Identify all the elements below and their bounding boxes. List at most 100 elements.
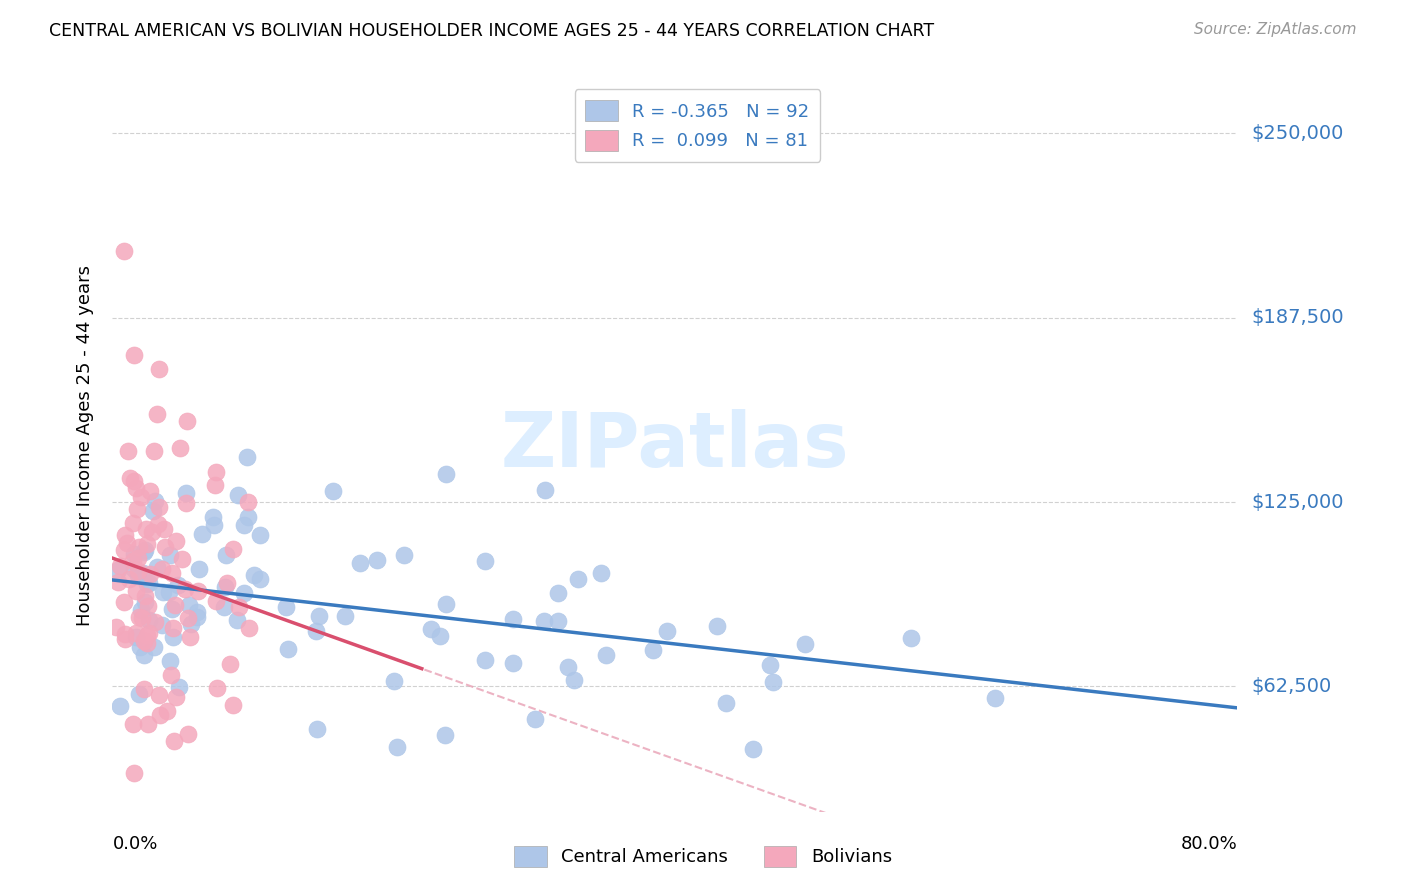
Legend: Central Americans, Bolivians: Central Americans, Bolivians <box>506 838 900 874</box>
Point <box>179 630 201 644</box>
Point <box>238 621 260 635</box>
Point <box>122 554 145 568</box>
Point <box>419 622 441 636</box>
Point <box>163 734 186 748</box>
Point <box>136 717 159 731</box>
Legend: R = -0.365   N = 92, R =  0.099   N = 81: R = -0.365 N = 92, R = 0.099 N = 81 <box>575 89 820 161</box>
Point <box>143 494 166 508</box>
Point <box>150 617 173 632</box>
Point <box>127 551 149 566</box>
Point <box>159 548 181 562</box>
Point <box>149 707 172 722</box>
Point <box>139 483 162 498</box>
Point <box>392 549 415 563</box>
Point <box>143 615 166 629</box>
Point <box>277 642 299 657</box>
Point <box>655 624 678 638</box>
Point <box>157 585 180 599</box>
Point <box>139 566 162 581</box>
Point <box>212 600 235 615</box>
Point <box>159 654 181 668</box>
Point <box>226 488 249 502</box>
Point <box>150 562 173 576</box>
Point <box>762 675 785 690</box>
Point <box>219 657 242 672</box>
Point <box>236 450 259 464</box>
Point <box>174 496 197 510</box>
Point <box>108 699 131 714</box>
Point <box>983 691 1005 706</box>
Point <box>122 765 145 780</box>
Point <box>153 522 176 536</box>
Text: ZIPatlas: ZIPatlas <box>501 409 849 483</box>
Text: CENTRAL AMERICAN VS BOLIVIAN HOUSEHOLDER INCOME AGES 25 - 44 YEARS CORRELATION C: CENTRAL AMERICAN VS BOLIVIAN HOUSEHOLDER… <box>49 22 935 40</box>
Point <box>122 474 145 488</box>
Point <box>233 517 256 532</box>
Point <box>114 527 136 541</box>
Point <box>202 509 225 524</box>
Point <box>118 471 141 485</box>
Point <box>134 595 156 609</box>
Point <box>163 598 186 612</box>
Point <box>741 742 763 756</box>
Point <box>125 584 148 599</box>
Point <box>142 504 165 518</box>
Point <box>433 728 456 742</box>
Point <box>167 578 190 592</box>
Point <box>436 598 458 612</box>
Point <box>474 554 496 568</box>
Point <box>107 575 129 590</box>
Point <box>533 615 555 629</box>
Point <box>135 522 157 536</box>
Point <box>434 467 457 482</box>
Point <box>233 585 256 599</box>
Text: $125,000: $125,000 <box>1251 492 1344 511</box>
Point <box>134 681 156 696</box>
Point <box>148 362 170 376</box>
Text: $62,500: $62,500 <box>1251 677 1331 696</box>
Point <box>128 687 150 701</box>
Point <box>108 559 131 574</box>
Text: Source: ZipAtlas.com: Source: ZipAtlas.com <box>1194 22 1357 37</box>
Point <box>429 629 451 643</box>
Point <box>523 712 546 726</box>
Point <box>382 673 405 688</box>
Point <box>547 614 569 628</box>
Point <box>349 556 371 570</box>
Point <box>132 566 155 581</box>
Point <box>152 585 174 599</box>
Point <box>122 716 145 731</box>
Point <box>228 600 250 615</box>
Point <box>135 628 157 642</box>
Point <box>238 509 260 524</box>
Point <box>112 595 135 609</box>
Point <box>129 490 152 504</box>
Point <box>153 541 176 555</box>
Point <box>127 568 149 582</box>
Point <box>122 547 145 561</box>
Point <box>567 572 589 586</box>
Point <box>125 502 148 516</box>
Point <box>595 648 617 663</box>
Point <box>714 696 737 710</box>
Point <box>215 576 238 591</box>
Point <box>562 673 585 687</box>
Point <box>117 444 139 458</box>
Point <box>122 562 145 576</box>
Point <box>188 562 211 576</box>
Text: $187,500: $187,500 <box>1251 309 1344 327</box>
Point <box>174 582 197 596</box>
Point <box>177 727 200 741</box>
Point <box>793 638 815 652</box>
Point <box>129 602 152 616</box>
Text: 0.0%: 0.0% <box>112 835 157 854</box>
Point <box>557 660 579 674</box>
Point <box>127 565 149 579</box>
Point <box>138 576 160 591</box>
Point <box>148 500 170 515</box>
Point <box>169 441 191 455</box>
Point <box>243 568 266 582</box>
Point <box>174 486 197 500</box>
Point <box>187 584 209 599</box>
Point <box>122 348 145 362</box>
